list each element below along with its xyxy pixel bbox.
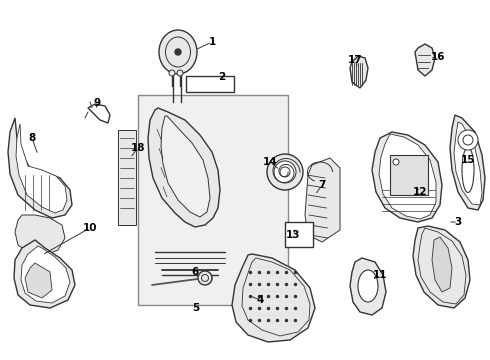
Text: 10: 10 [83, 223, 97, 233]
Polygon shape [432, 237, 452, 292]
Circle shape [458, 130, 478, 150]
Text: 18: 18 [131, 143, 145, 153]
Text: 1: 1 [208, 37, 216, 47]
Circle shape [280, 167, 290, 177]
Polygon shape [372, 132, 442, 222]
Text: 12: 12 [413, 187, 427, 197]
Polygon shape [413, 226, 470, 308]
Polygon shape [232, 254, 315, 342]
Text: 16: 16 [431, 52, 445, 62]
Text: 4: 4 [256, 295, 264, 305]
Text: 13: 13 [286, 230, 300, 240]
Polygon shape [305, 158, 340, 242]
Bar [390, 155, 428, 195]
Circle shape [198, 271, 212, 285]
Polygon shape [454, 122, 482, 205]
Polygon shape [350, 258, 386, 315]
Text: 2: 2 [219, 72, 225, 82]
Text: 3: 3 [454, 217, 462, 227]
Bar [285, 222, 313, 247]
Polygon shape [15, 215, 65, 255]
Circle shape [177, 70, 183, 76]
Text: 17: 17 [348, 55, 362, 65]
Polygon shape [21, 246, 70, 303]
Polygon shape [450, 115, 485, 210]
Polygon shape [161, 116, 210, 217]
Polygon shape [415, 44, 435, 76]
Circle shape [267, 154, 303, 190]
Polygon shape [148, 108, 220, 227]
Text: 8: 8 [28, 133, 36, 143]
Polygon shape [14, 240, 75, 308]
Bar [118, 130, 136, 225]
Circle shape [393, 159, 399, 165]
Text: 9: 9 [94, 98, 100, 108]
Circle shape [175, 49, 181, 55]
Ellipse shape [358, 270, 378, 302]
Text: 11: 11 [373, 270, 387, 280]
Circle shape [274, 161, 296, 183]
Bar [186, 76, 234, 92]
Polygon shape [350, 56, 368, 88]
Ellipse shape [166, 37, 191, 67]
Circle shape [201, 274, 209, 282]
Circle shape [463, 135, 473, 145]
Polygon shape [379, 134, 436, 219]
Polygon shape [25, 263, 52, 298]
Ellipse shape [462, 148, 474, 193]
Polygon shape [8, 118, 72, 218]
Text: 5: 5 [193, 303, 199, 313]
Circle shape [169, 70, 175, 76]
Text: 6: 6 [192, 267, 198, 277]
Ellipse shape [159, 30, 197, 74]
Text: 15: 15 [461, 155, 475, 165]
Text: 7: 7 [318, 180, 326, 190]
Polygon shape [16, 124, 67, 213]
Text: 14: 14 [263, 157, 277, 167]
Bar [138, 95, 288, 305]
